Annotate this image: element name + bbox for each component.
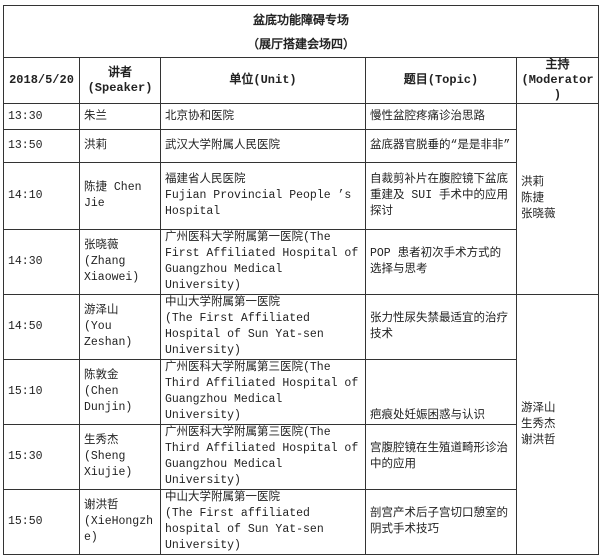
cell-speaker: 张晓薇 (Zhang Xiaowei) — [79, 229, 161, 295]
header-unit: 单位(Unit) — [160, 57, 366, 104]
cell-time: 13:30 — [3, 103, 80, 130]
table-row: 15:30 生秀杰 (Sheng Xiujie) 广州医科大学附属第三医院(The … — [3, 424, 599, 490]
cell-unit: 中山大学附属第一医院 (The First affiliated hospita… — [160, 489, 366, 555]
cell-unit: 广州医科大学附属第三医院(The Third Affiliated Hospit… — [160, 424, 366, 490]
cell-topic: 盆底器官脱垂的“是是非非” — [365, 129, 517, 163]
cell-topic: 慢性盆腔疼痛诊治思路 — [365, 103, 517, 130]
cell-unit: 广州医科大学附属第一医院(The First Affiliated Hospit… — [160, 229, 366, 295]
header-topic: 题目(Topic) — [365, 57, 517, 104]
cell-topic: 宫腹腔镜在生殖道畸形诊治中的应用 — [365, 424, 517, 490]
header-row: 2018/5/20 讲者 (Speaker) 单位(Unit) 题目(Topic… — [3, 57, 600, 104]
title: 盆底功能障碍专场 — [253, 12, 350, 27]
cell-time: 15:50 — [3, 489, 80, 555]
cell-unit: 福建省人民医院 Fujian Provincial People ’s Hosp… — [160, 162, 366, 230]
table-row: 14:30 张晓薇 (Zhang Xiaowei) 广州医科大学附属第一医院(The… — [3, 229, 599, 295]
cell-time: 14:10 — [3, 162, 80, 230]
cell-speaker: 陈捷 Chen Jie — [79, 162, 161, 230]
schedule-table: 盆底功能障碍专场 （展厅搭建会场四） 2018/5/20 讲者 (Speaker… — [2, 5, 600, 555]
cell-time: 13:50 — [3, 129, 80, 163]
cell-time: 14:30 — [3, 229, 80, 295]
cell-speaker: 陈敦金 (Chen Dunjin) — [79, 359, 161, 425]
cell-unit: 广州医科大学附属第三医院(The Third Affiliated Hospit… — [160, 359, 366, 425]
cell-speaker: 游泽山 (You Zeshan) — [79, 294, 161, 360]
cell-time: 15:30 — [3, 424, 80, 490]
table-row: 15:10 陈敦金 (Chen Dunjin) 广州医科大学附属第三医院(The T… — [3, 359, 599, 425]
cell-unit: 武汉大学附属人民医院 — [160, 129, 366, 163]
cell-unit: 北京协和医院 — [160, 103, 366, 130]
cell-unit: 中山大学附属第一医院 (The First Affiliated Hospita… — [160, 294, 366, 360]
cell-speaker: 谢洪哲 (XieHongzhe) — [79, 489, 161, 555]
cell-topic: 疤痕处妊娠困惑与认识 — [365, 359, 517, 425]
cell-topic: 自裁剪补片在腹腔镜下盆底重建及 SUI 手术中的应用探讨 — [365, 162, 517, 230]
cell-speaker: 生秀杰 (Sheng Xiujie) — [79, 424, 161, 490]
header-date: 2018/5/20 — [3, 57, 80, 104]
cell-topic: 剖宫产术后子宫切口憩室的阴式手术技巧 — [365, 489, 517, 555]
cell-moderator: 洪莉 陈捷 张晓薇 — [515, 103, 600, 295]
session-title: 盆底功能障碍专场 （展厅搭建会场四） — [2, 5, 600, 58]
cell-time: 14:50 — [3, 294, 80, 360]
subtitle: （展厅搭建会场四） — [247, 36, 356, 51]
cell-speaker: 洪莉 — [79, 129, 161, 163]
header-moderator: 主持 (Moderator) — [515, 57, 600, 104]
table-row: 14:50 游泽山 (You Zeshan) 中山大学附属第一医院 (The Fir… — [3, 294, 600, 555]
cell-topic: POP 患者初次手术方式的选择与思考 — [365, 229, 517, 295]
table-row: 13:30 朱兰 北京协和医院 慢性盆腔疼痛诊治思路 洪莉 陈捷 张晓薇 — [3, 103, 600, 295]
cell-time: 15:10 — [3, 359, 80, 425]
header-speaker: 讲者 (Speaker) — [79, 57, 161, 104]
table-row: 14:10 陈捷 Chen Jie 福建省人民医院 Fujian Provincia… — [3, 162, 599, 230]
table-row: 15:50 谢洪哲 (XieHongzhe) 中山大学附属第一医院 (The Fir… — [3, 489, 599, 555]
cell-speaker: 朱兰 — [79, 103, 161, 130]
cell-moderator: 游泽山 生秀杰 谢洪哲 — [515, 294, 600, 555]
table-row: 13:50 洪莉 武汉大学附属人民医院 盆底器官脱垂的“是是非非” — [3, 129, 599, 163]
cell-topic: 张力性尿失禁最适宜的治疗技术 — [365, 294, 517, 360]
